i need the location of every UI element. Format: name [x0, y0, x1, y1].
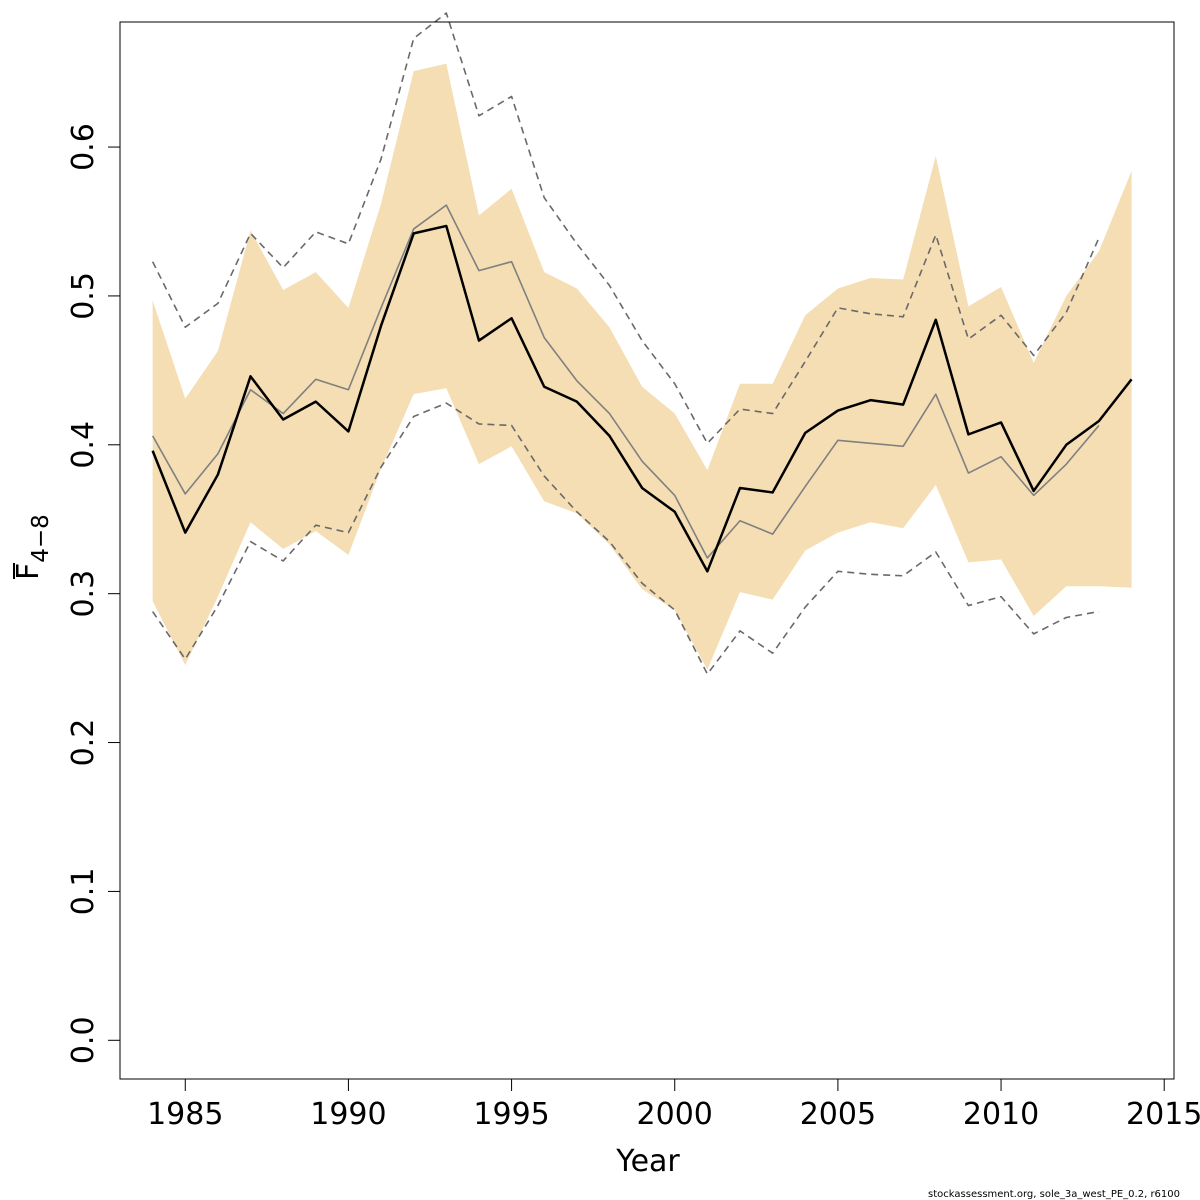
x-tick-label: 1985 — [147, 1097, 223, 1132]
footer-credit: stockassessment.org, sole_3a_west_PE_0.2… — [928, 1189, 1180, 1200]
x-tick-label: 2015 — [1126, 1097, 1200, 1132]
y-axis: 0.0 0.1 0.2 0.3 0.4 0.5 0.6 — [66, 123, 121, 1064]
y-tick-label: 0.3 — [66, 570, 101, 618]
x-tick-label: 1995 — [473, 1097, 549, 1132]
series-lines-layer — [151, 12, 1133, 675]
y-tick-label: 0.2 — [66, 719, 101, 767]
x-tick-label: 2005 — [800, 1097, 876, 1132]
y-axis-title-main: F — [11, 563, 46, 580]
x-tick-label: 1990 — [310, 1097, 386, 1132]
y-tick-label: 0.1 — [66, 868, 101, 916]
confidence-band — [152, 63, 1132, 670]
estimate-line — [151, 224, 1133, 573]
x-axis: 1985 1990 1995 2000 2005 2010 2015 — [147, 1078, 1200, 1132]
x-tick-label: 2010 — [963, 1097, 1039, 1132]
x-tick-label: 2000 — [637, 1097, 713, 1132]
y-tick-label: 0.0 — [66, 1016, 101, 1064]
y-axis-title: F4−8 — [11, 514, 54, 580]
y-tick-label: 0.6 — [66, 123, 101, 171]
y-tick-label: 0.5 — [66, 272, 101, 320]
x-axis-title: Year — [615, 1144, 680, 1179]
dashed-bound-line-2 — [151, 12, 1100, 445]
dashed-bound-line-3 — [151, 402, 1100, 675]
svg-text:F4−8: F4−8 — [11, 514, 54, 580]
confidence-band-layer — [152, 63, 1132, 670]
y-tick-label: 0.4 — [66, 421, 101, 469]
comparison-line — [151, 204, 1100, 559]
y-axis-title-subscript: 4−8 — [28, 514, 54, 563]
